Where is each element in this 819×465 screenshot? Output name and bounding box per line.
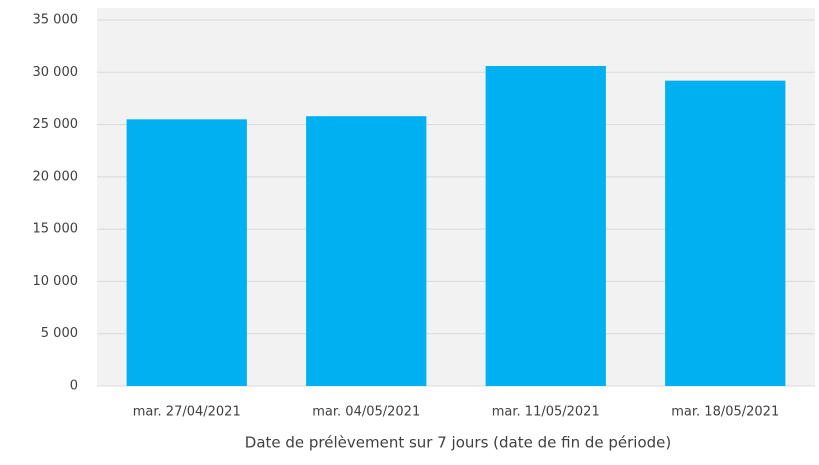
y-tick-label: 35 000	[33, 13, 79, 28]
y-tick-label: 5 000	[41, 326, 78, 341]
x-axis-title: Date de prélèvement sur 7 jours (date de…	[245, 434, 671, 452]
y-tick-label: 25 000	[33, 117, 79, 132]
y-tick-label: 20 000	[33, 169, 79, 184]
bar	[485, 66, 606, 387]
y-tick-label: 0	[70, 379, 78, 394]
bar	[665, 80, 786, 386]
bar	[306, 116, 427, 386]
y-tick-label: 30 000	[33, 65, 79, 80]
y-tick-label: 10 000	[33, 274, 79, 289]
x-tick-label: mar. 27/04/2021	[133, 405, 241, 420]
x-tick-label: mar. 11/05/2021	[492, 405, 600, 420]
x-tick-label: mar. 04/05/2021	[312, 405, 420, 420]
bar	[126, 119, 247, 386]
y-tick-label: 15 000	[33, 222, 79, 237]
x-tick-label: mar. 18/05/2021	[671, 405, 779, 420]
